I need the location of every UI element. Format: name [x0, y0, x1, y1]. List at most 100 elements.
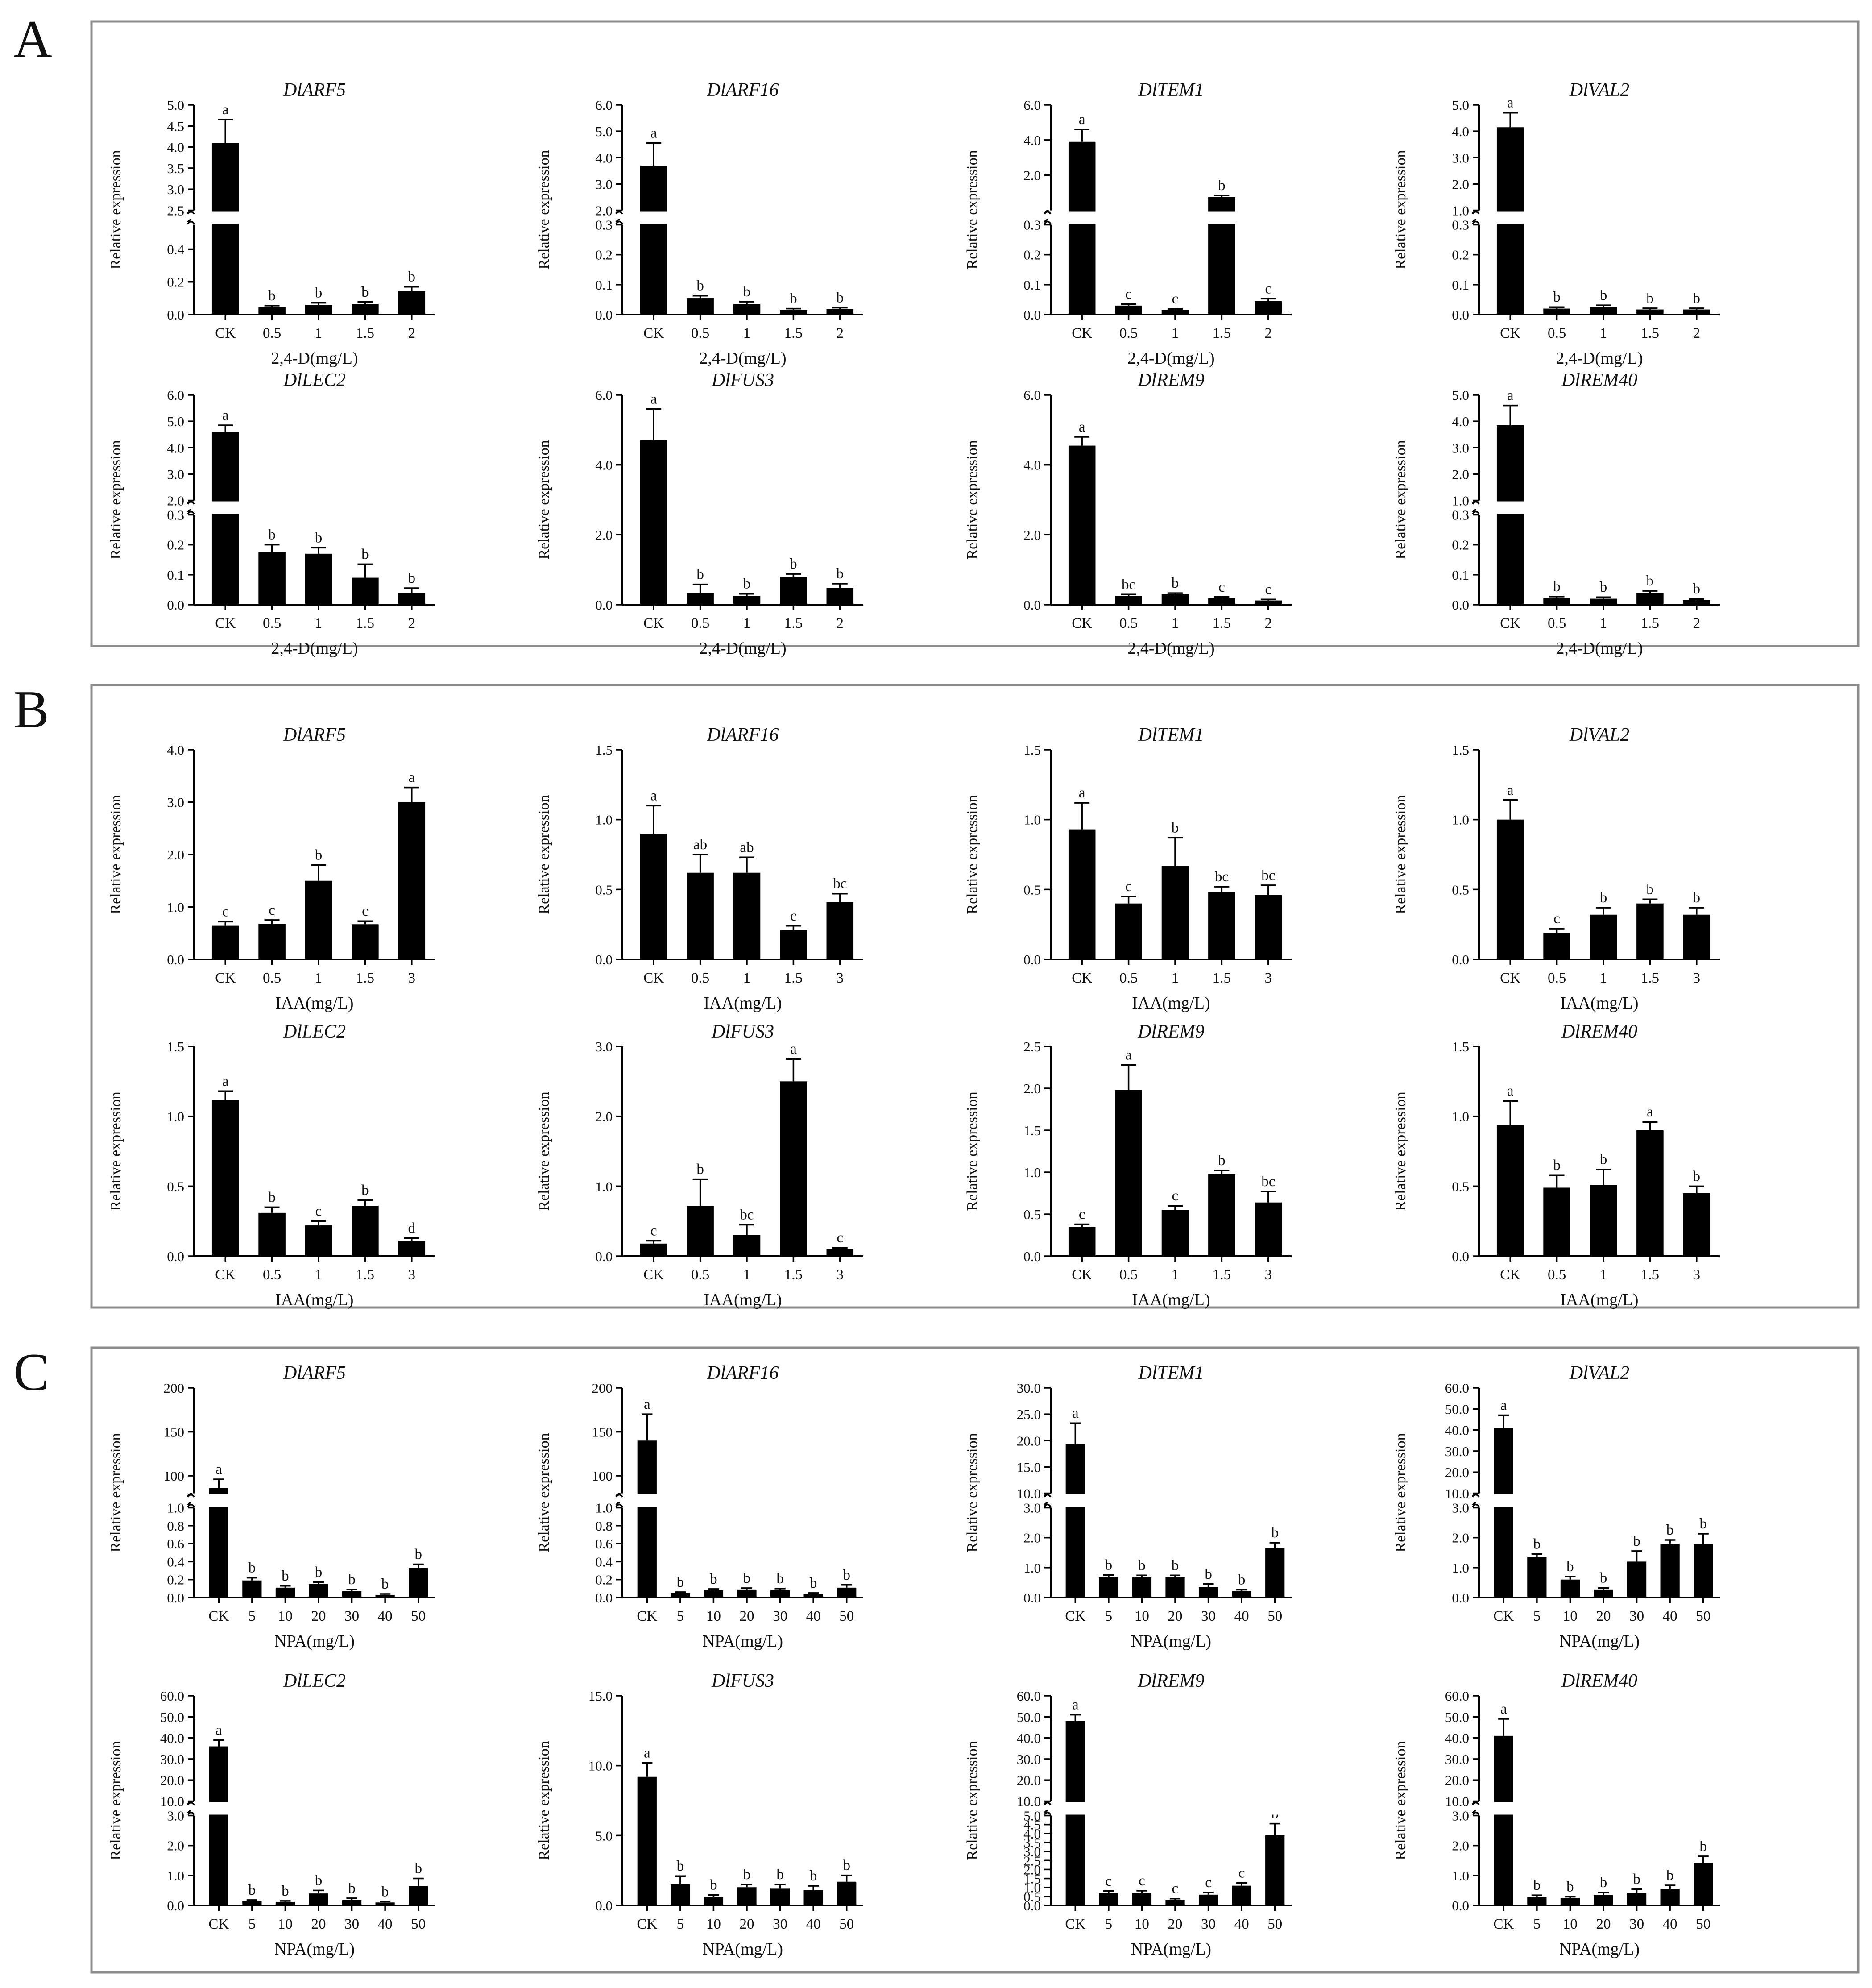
bar	[687, 1206, 714, 1256]
axis-break-mark	[187, 1801, 195, 1805]
x-axis-label: IAA(mg/L)	[1132, 1291, 1210, 1309]
significance-label: a	[644, 1396, 650, 1412]
x-tick-label: 0.5	[691, 615, 709, 631]
bar	[409, 1886, 428, 1905]
y-tick-label-upper: 50.0	[1017, 1709, 1041, 1725]
chart-title: DlARF16	[707, 1363, 779, 1383]
significance-label: b	[1172, 820, 1179, 836]
chart-c-dlrem9: DlREM9 Relative expression 0.00.51.01.52.0…	[964, 1671, 1294, 1959]
significance-label: a	[215, 1722, 222, 1738]
x-tick-label: CK	[637, 1608, 657, 1624]
x-tick-label: CK	[1072, 615, 1092, 631]
y-tick-label-lower: 0.6	[167, 1536, 184, 1552]
axis-break-mark	[187, 501, 195, 505]
y-tick-label-upper: 150	[592, 1424, 613, 1440]
panel-letter: C	[13, 1342, 49, 1402]
axis-break-gap	[1048, 1802, 1294, 1815]
x-tick-label: 20	[740, 1608, 754, 1624]
significance-label: c	[362, 903, 369, 919]
x-tick-label: 1	[743, 1267, 751, 1283]
bar	[352, 304, 379, 315]
bar	[211, 1100, 239, 1256]
y-tick-label-upper: 3.0	[595, 176, 613, 192]
y-tick-label-upper: 60.0	[160, 1688, 184, 1704]
y-tick-label-upper: 6.0	[1023, 97, 1041, 113]
significance-label: b	[268, 527, 276, 543]
bar	[1527, 1897, 1547, 1905]
x-tick-label: 0.5	[263, 325, 281, 341]
bar	[1065, 1444, 1085, 1598]
significance-label: a	[650, 391, 657, 407]
y-tick-label: 0.5	[1023, 882, 1041, 897]
significance-label: b	[743, 284, 751, 300]
bar	[671, 1593, 690, 1598]
x-tick-label: 3	[1693, 1267, 1701, 1283]
bar	[1590, 1185, 1617, 1256]
y-tick-label-upper: 30.0	[1445, 1751, 1469, 1767]
significance-label: b	[1666, 1522, 1674, 1538]
x-tick-label: CK	[1493, 1916, 1514, 1932]
y-tick-label: 2.0	[595, 527, 613, 543]
axis-break-mark	[187, 510, 195, 515]
chart-title: DlFUS3	[711, 370, 774, 390]
x-tick-label: 1.5	[1641, 1267, 1659, 1283]
y-tick-label: 2.0	[167, 847, 184, 863]
x-tick-label: 30	[1201, 1916, 1216, 1932]
axis-break-mark	[615, 220, 623, 224]
bar	[1590, 307, 1617, 315]
y-tick-label: 1.0	[167, 1109, 184, 1125]
significance-label: b	[776, 1867, 784, 1883]
y-tick-label-upper: 20.0	[1445, 1465, 1469, 1480]
y-tick-label-upper: 10.0	[1017, 1794, 1041, 1810]
significance-label: bc	[1261, 867, 1275, 884]
bar	[1265, 1548, 1285, 1598]
significance-label: c	[650, 1223, 657, 1239]
x-tick-label: CK	[643, 970, 664, 986]
x-tick-label: 5	[248, 1608, 256, 1624]
bar	[305, 1225, 332, 1256]
x-axis-label: 2,4-D(mg/L)	[271, 639, 358, 658]
significance-label: c	[269, 902, 275, 918]
y-tick-label-lower: 0.0	[1023, 1590, 1041, 1606]
significance-label: b	[1600, 287, 1607, 303]
y-axis-label: Relative expression	[964, 795, 981, 914]
x-tick-label: 1	[1172, 970, 1179, 986]
bar	[258, 307, 286, 315]
y-tick-label-upper: 10.0	[1445, 1486, 1469, 1502]
y-tick-label: 3.0	[167, 795, 184, 810]
chart-title: DlREM9	[1137, 1671, 1204, 1691]
significance-label: bc	[1215, 869, 1229, 885]
bar	[1627, 1893, 1647, 1905]
significance-label: b	[1218, 1153, 1226, 1169]
significance-label: a	[644, 1745, 650, 1761]
x-tick-label: 3	[1265, 1267, 1272, 1283]
significance-label: b	[381, 1884, 389, 1900]
bar	[1660, 1544, 1680, 1598]
significance-label: a	[1072, 1697, 1079, 1713]
x-tick-label: 3	[408, 1267, 416, 1283]
significance-label: b	[1105, 1557, 1113, 1573]
x-tick-label: 50	[839, 1608, 854, 1624]
y-tick-label: 2.0	[595, 1109, 613, 1125]
y-tick-label-lower: 3.5	[1023, 1835, 1041, 1851]
significance-label: b	[1553, 289, 1561, 305]
x-tick-label: 0.5	[1548, 325, 1566, 341]
x-tick-label: 5	[677, 1916, 684, 1932]
x-tick-label: 50	[1267, 1916, 1282, 1932]
y-tick-label-upper: 1.0	[1452, 203, 1469, 219]
x-tick-label: 30	[1201, 1608, 1216, 1624]
bar	[1683, 1193, 1710, 1256]
y-tick-label-lower: 1.0	[1023, 1560, 1041, 1576]
significance-label: b	[315, 285, 323, 301]
y-tick-label-lower: 0.4	[167, 1554, 184, 1569]
bar	[1496, 425, 1524, 605]
y-tick-label: 1.5	[595, 742, 613, 758]
bar	[1496, 1125, 1524, 1256]
y-tick-label-upper: 10.0	[160, 1794, 184, 1810]
x-tick-label: 20	[1596, 1608, 1611, 1624]
significance-label: b	[1138, 1557, 1146, 1573]
significance-label: c	[315, 1204, 322, 1220]
significance-label: b	[1699, 1839, 1707, 1855]
axis-break-mark	[1472, 1801, 1480, 1805]
y-tick-label-upper: 3.0	[1452, 150, 1469, 166]
